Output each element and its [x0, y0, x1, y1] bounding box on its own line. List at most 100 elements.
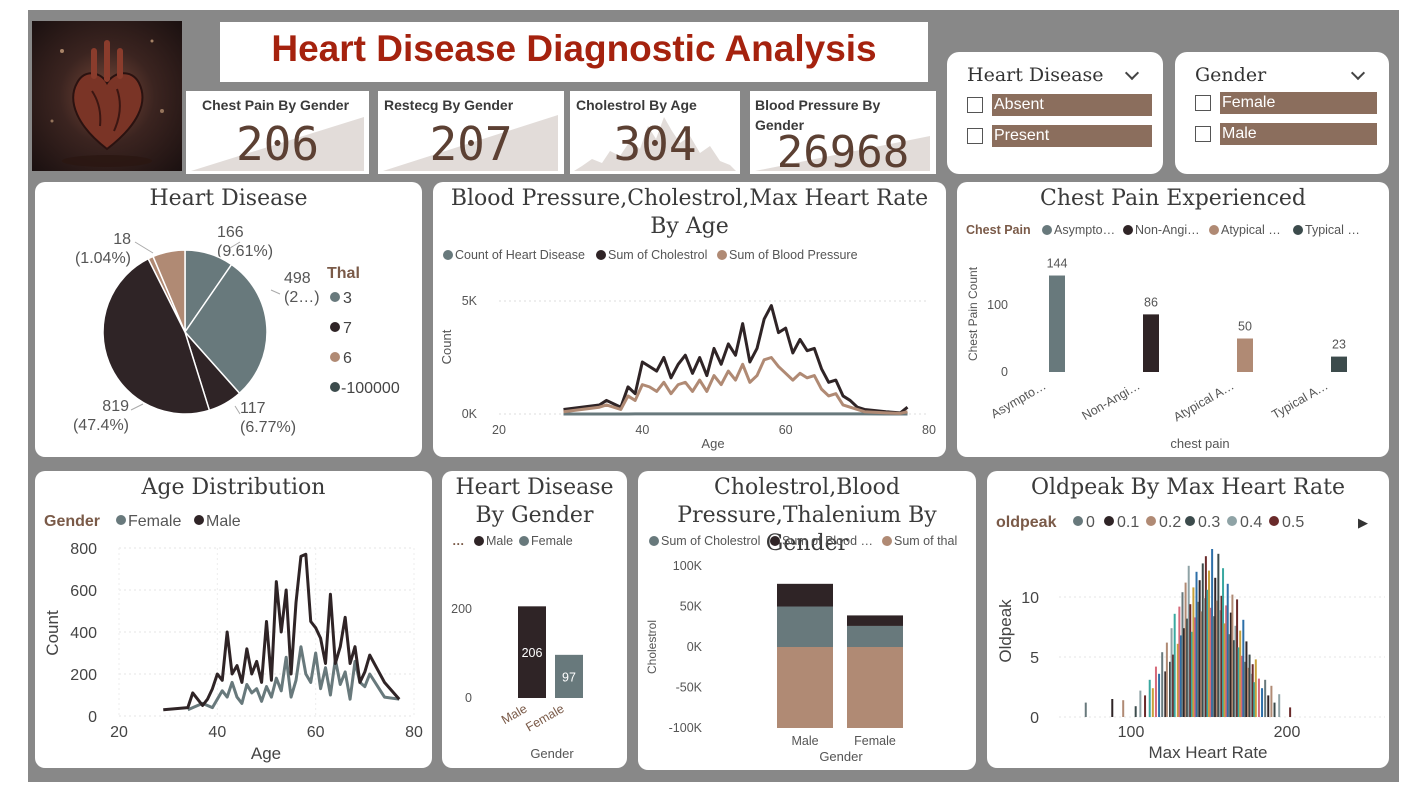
title-banner: Heart Disease Diagnostic Analysis [220, 22, 928, 82]
bar [1264, 679, 1267, 717]
legend-title: Chest Pain [966, 223, 1031, 237]
checkbox[interactable] [1195, 126, 1211, 142]
bar [1143, 314, 1159, 372]
slicer-option-male[interactable]: Male [1195, 123, 1380, 145]
y-axis-label: Count [439, 329, 454, 364]
option-label[interactable]: Absent [992, 94, 1152, 116]
slicer-option-absent[interactable]: Absent [967, 94, 1152, 116]
pie-slice [102, 257, 211, 415]
data-label: 97 [562, 670, 576, 684]
bar [1237, 647, 1240, 717]
legend-next-arrow-icon[interactable]: ▶ [1358, 515, 1368, 530]
chevron-down-icon[interactable] [1350, 65, 1366, 81]
legend-title: oldpeak [996, 514, 1057, 531]
bar [555, 654, 583, 698]
legend-swatch [717, 250, 727, 260]
legend-title: Gender [44, 513, 100, 530]
bar-chart: Chest Pain Asympto… Non-Angi… Atypical …… [966, 223, 1360, 451]
x-tick-label: 200 [1274, 724, 1301, 741]
y-tick-label: 5 [1030, 650, 1039, 667]
bar [518, 606, 546, 698]
data-label: (9.61%) [217, 243, 273, 260]
option-label[interactable]: Present [992, 125, 1152, 147]
legend-item: 0 [1086, 514, 1095, 531]
checkbox[interactable] [1195, 95, 1211, 111]
legend-swatch [474, 536, 484, 546]
heart-disease-gender-card: Heart Disease By Gender … Male Female Ge… [442, 471, 627, 768]
legend-item: 7 [343, 320, 352, 337]
legend-title: Thal [327, 265, 360, 282]
data-label: 498 [284, 270, 311, 287]
legend-item: Count of Heart Disease [455, 248, 585, 262]
y-tick-label: 0 [88, 709, 97, 726]
option-label[interactable]: Female [1220, 92, 1377, 114]
bar [1214, 577, 1217, 717]
bar [1211, 549, 1214, 717]
bar [1170, 628, 1173, 717]
legend-swatch [443, 250, 453, 260]
heart-disease-slicer: Heart Disease Absent Present [947, 52, 1163, 174]
heart-disease-pie-card: Heart Disease Thal 3 7 6 -100000 166 (9.… [35, 182, 422, 457]
bar [1243, 661, 1246, 717]
legend-item: Atypical … [1221, 223, 1281, 237]
kpi-value: 26968 [776, 127, 910, 178]
checkbox[interactable] [967, 97, 983, 113]
kpi-label: Blood Pressure By Gender [755, 97, 881, 133]
y-axis-label: Oldpeak [996, 599, 1015, 663]
slicer-option-female[interactable]: Female [1195, 92, 1380, 114]
kpi-card-chest-pain: Chest Pain By Gender 206 [186, 91, 369, 174]
bar [1151, 688, 1154, 717]
bar [1251, 664, 1254, 717]
bar-segment [847, 625, 903, 647]
bar [1134, 706, 1137, 717]
bar [1248, 654, 1251, 717]
y-axis-label: Count [43, 610, 62, 656]
bar [1144, 695, 1147, 717]
x-tick-label: 20 [110, 724, 128, 741]
pie-chart: Thal 3 7 6 -100000 166 (9.61%) 498 (2…) … [73, 224, 400, 436]
y-tick-label: 0 [1001, 365, 1008, 379]
legend-item: 3 [343, 290, 352, 307]
y-tick-label: 200 [451, 602, 472, 616]
option-label[interactable]: Male [1220, 123, 1377, 145]
line-chart: Count of Heart Disease Sum of Cholestrol… [439, 248, 936, 451]
x-axis-label: Max Heart Rate [1148, 743, 1267, 762]
y-tick-label: 0K [462, 407, 478, 421]
legend-item: Female [128, 513, 181, 530]
y-tick-label: 10 [1021, 590, 1039, 607]
anatomical-heart-icon [50, 39, 164, 167]
page-title: Heart Disease Diagnostic Analysis [271, 28, 877, 69]
legend-title: … [452, 534, 465, 548]
slicer-option-present[interactable]: Present [967, 125, 1152, 147]
bar [1192, 587, 1195, 717]
x-tick-label: Atypical A… [1171, 378, 1236, 424]
kpi-value: 207 [429, 117, 513, 171]
bar-segment [777, 606, 833, 647]
bar [1226, 583, 1229, 717]
legend-item: Sum of thal [894, 534, 957, 548]
bar [1273, 702, 1276, 717]
legend-swatch [519, 536, 529, 546]
legend-item: Sum of Blood Pressure [729, 248, 858, 262]
x-tick-label: 40 [635, 423, 649, 437]
bar [1240, 655, 1243, 717]
legend-swatch [1293, 225, 1303, 235]
x-tick-label: 40 [208, 724, 226, 741]
legend-item: Sum of Blood … [782, 534, 873, 548]
y-tick-label: 5K [462, 294, 478, 308]
checkbox[interactable] [967, 128, 983, 144]
bar [1186, 618, 1189, 717]
legend-swatch [330, 382, 340, 392]
data-label: 206 [522, 646, 543, 660]
leader-lines [130, 241, 281, 415]
legend-item: Male [486, 534, 513, 548]
slicer-title: Heart Disease [967, 64, 1104, 86]
chevron-down-icon[interactable] [1124, 65, 1140, 81]
age-distribution-card: Age Distribution Gender Female Male Coun… [35, 471, 432, 768]
bar [1161, 652, 1164, 717]
x-tick-label: 80 [922, 423, 936, 437]
bar-segment [777, 647, 833, 728]
kpi-label: Cholestrol By Age [576, 97, 697, 113]
bar [1178, 606, 1181, 717]
pie-slice [152, 249, 186, 333]
